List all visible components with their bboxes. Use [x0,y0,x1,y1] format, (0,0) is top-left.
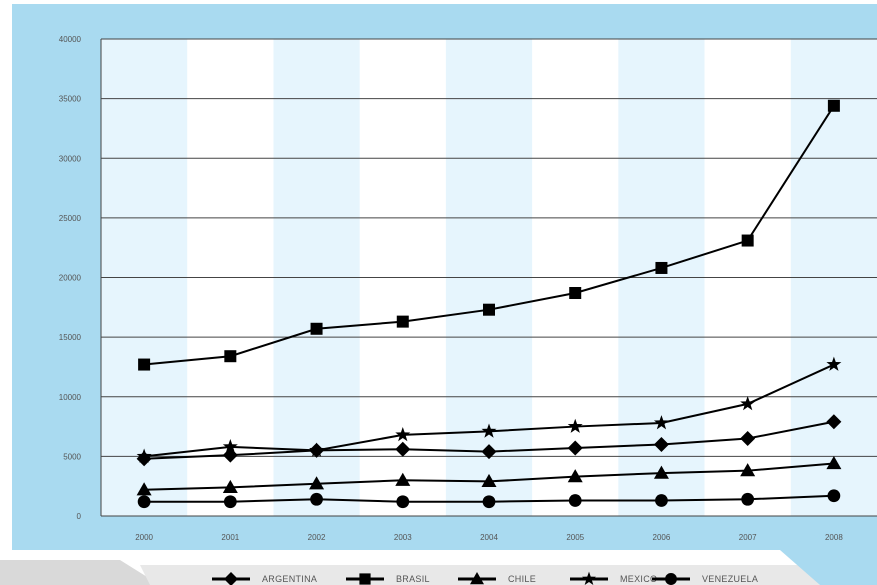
legend-label: BRASIL [396,574,430,584]
data-point-square [741,234,754,247]
data-point-star [567,418,583,433]
data-point-star [222,438,238,454]
y-tick-label: 5000 [63,452,81,461]
data-point-circle [137,495,151,509]
legend-label: CHILE [508,574,536,584]
series-brasil [138,99,840,371]
data-point-circle [223,495,237,509]
data-point-square [138,358,151,371]
data-point-square [224,350,237,363]
legend-label: ARGENTINA [262,574,317,584]
data-point-circle [482,495,496,509]
x-tick-label: 2003 [394,533,412,542]
y-tick-label: 10000 [59,393,82,402]
legend-marker-star [582,571,596,585]
series-mexico [136,356,842,463]
legend: ARGENTINA BRASIL CHILE MEXICO VENEZUELA [212,571,758,585]
footer-gray-shape [0,560,160,585]
data-point-star [395,427,411,442]
x-tick-label: 2005 [566,533,584,542]
data-point-star [653,415,669,430]
x-tick-label: 2002 [308,533,326,542]
legend-label: VENEZUELA [702,574,758,584]
legend-item-chile: CHILE [458,572,536,585]
data-point-diamond [567,440,583,456]
x-tick-label: 2001 [221,533,239,542]
data-point-diamond [653,436,669,452]
data-point-triangle [653,465,669,479]
data-point-circle [827,489,841,503]
data-point-star [740,396,756,411]
data-point-square [569,287,582,300]
data-point-triangle [222,479,238,494]
legend-label: MEXICO [620,574,657,584]
data-point-circle [310,492,323,506]
data-point-triangle [481,473,497,488]
data-point-circle [568,494,582,507]
data-point-square [310,322,323,335]
x-tick-label: 2004 [480,533,498,542]
data-point-diamond [740,430,756,446]
legend-marker-triangle [470,572,484,585]
data-point-star [481,423,497,438]
legend-marker-circle [665,573,677,585]
data-point-triangle [826,456,842,470]
y-tick-label: 30000 [59,154,82,163]
data-point-diamond [481,444,497,460]
y-tick-label: 15000 [59,333,82,342]
data-point-circle [655,494,668,507]
y-tick-label: 0 [77,512,82,521]
data-point-diamond [826,414,842,430]
data-point-star [826,356,842,371]
y-axis-ticks: 0 5000 10000 15000 20000 25000 30000 35000 40000 [59,35,82,521]
data-point-star [136,448,152,463]
data-point-circle [741,492,755,506]
x-tick-label: 2007 [739,533,757,542]
data-point-star [309,442,325,457]
data-point-circle [396,495,410,509]
data-point-square [396,315,409,328]
legend-item-venezuela: VENEZUELA [652,573,758,585]
y-tick-label: 20000 [59,274,82,283]
data-point-triangle [567,469,583,483]
data-point-square [827,99,840,112]
legend-item-mexico: MEXICO [570,571,657,585]
series-venezuela [137,489,841,509]
data-point-square [655,261,668,274]
footer-blue-shape [780,510,877,585]
legend-marker-diamond [224,572,238,585]
data-point-diamond [395,441,411,457]
legend-marker-square [359,573,371,585]
legend-strip [140,565,820,585]
legend-item-argentina: ARGENTINA [212,572,317,585]
y-tick-label: 35000 [59,95,82,104]
x-tick-label: 2006 [653,533,671,542]
series-group [136,99,842,509]
data-point-square [483,303,495,316]
x-axis-ticks: 2000 2001 2002 2003 2004 2005 2006 2007 2008 [135,533,843,542]
y-tick-label: 25000 [59,214,82,223]
data-point-triangle [395,472,411,486]
series-chile [136,456,842,496]
x-tick-label: 2000 [135,533,153,542]
x-tick-label: 2008 [825,533,843,542]
legend-item-brasil: BRASIL [346,573,430,585]
y-tick-label: 40000 [59,35,82,44]
data-point-triangle [136,482,152,496]
gridlines [100,38,877,517]
data-point-triangle [309,476,325,490]
data-point-triangle [740,463,756,477]
